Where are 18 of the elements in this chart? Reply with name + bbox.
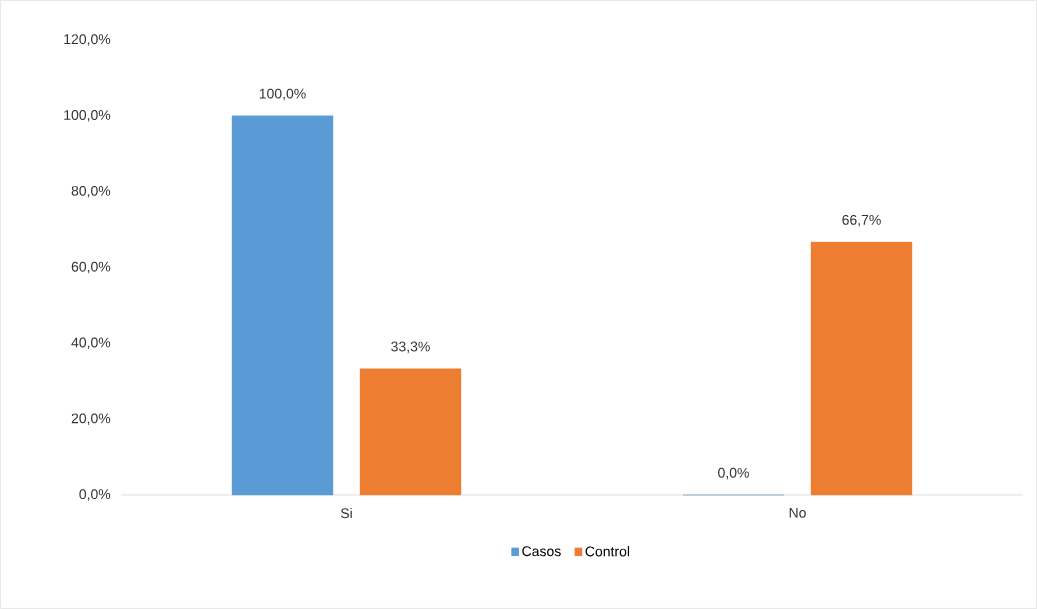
y-tick-label: 0,0% — [79, 489, 111, 501]
data-label: 66,7% — [842, 214, 881, 227]
y-tick-label: 20,0% — [71, 413, 111, 425]
bar — [231, 115, 334, 496]
y-tick-label: 60,0% — [71, 261, 111, 274]
y-tick-label: 40,0% — [71, 337, 111, 350]
data-label: 33,3% — [391, 341, 430, 354]
y-tick-label: 80,0% — [71, 185, 111, 198]
legend-label: Control — [585, 546, 630, 557]
bar — [359, 368, 462, 496]
x-tick-label: No — [789, 507, 806, 518]
y-tick-label: 100,0% — [64, 110, 111, 122]
y-tick-label: 120,0% — [64, 34, 111, 46]
data-label: 0,0% — [718, 467, 749, 480]
legend-label: Casos — [522, 546, 561, 557]
x-tick-label: Si — [340, 507, 352, 519]
data-label: 100,0% — [259, 88, 306, 101]
bar — [810, 241, 913, 496]
